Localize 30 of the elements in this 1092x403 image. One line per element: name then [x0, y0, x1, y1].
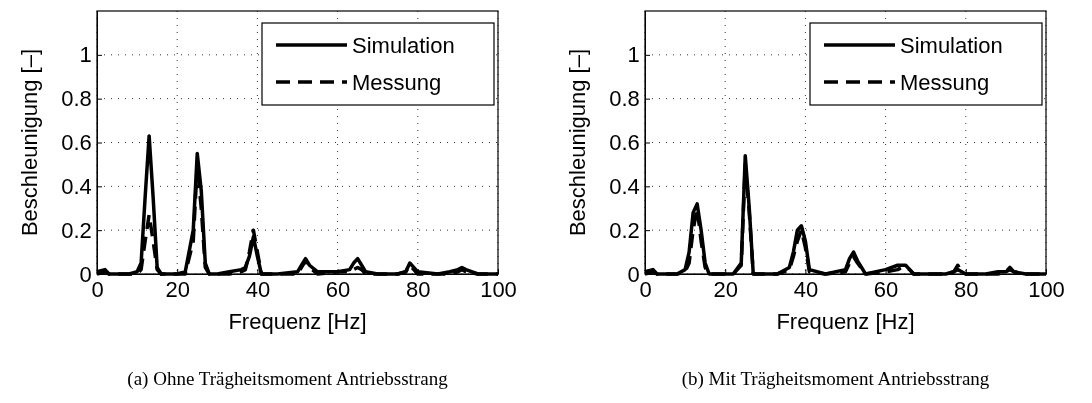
- y-tick-label: 0.2: [609, 217, 640, 243]
- x-tick-label: 60: [873, 276, 899, 302]
- y-tick-label: 0.8: [609, 86, 640, 112]
- x-tick-label: 100: [480, 276, 517, 302]
- x-axis-title: Frequenz [Hz]: [776, 309, 915, 334]
- y-tick-label: 0.4: [609, 173, 640, 199]
- y-tick-label: 0.4: [61, 173, 92, 199]
- y-tick-label: 0.2: [61, 217, 92, 243]
- legend-label: Messung: [352, 70, 442, 95]
- x-tick-label: 40: [793, 276, 819, 302]
- x-tick-label: 40: [245, 276, 271, 302]
- x-tick-label: 20: [165, 276, 190, 302]
- x-tick-label: 80: [954, 276, 979, 302]
- text: (a) Ohne Trägheitsmoment Antriebsstrang: [127, 368, 449, 390]
- y-tick-label: 0.6: [61, 130, 92, 156]
- x-tick-label: 100: [1028, 276, 1065, 302]
- x-tick-label: 80: [406, 276, 431, 302]
- y-tick-label: 0.8: [61, 86, 92, 112]
- y-axis-title: Beschleunigung [–]: [565, 48, 590, 237]
- text: (b) Mit Trägheitsmoment Antriebsstrang: [681, 368, 990, 390]
- y-tick-label: 1: [79, 42, 92, 68]
- y-tick-label: 0.6: [609, 130, 640, 156]
- legend-label: Messung: [900, 70, 990, 95]
- x-tick-label: 60: [325, 276, 351, 302]
- legend-label: Simulation: [900, 33, 1003, 58]
- x-axis-title: Frequenz [Hz]: [228, 309, 367, 334]
- x-tick-label: 20: [713, 276, 738, 302]
- y-axis-title: Beschleunigung [–]: [17, 48, 42, 237]
- legend-label: Simulation: [352, 33, 455, 58]
- y-tick-label: 1: [627, 42, 640, 68]
